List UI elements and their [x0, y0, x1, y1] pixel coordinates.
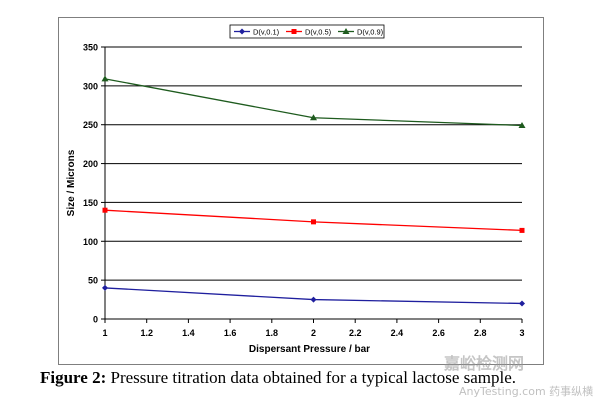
- x-tick-label: 2.8: [474, 328, 487, 338]
- legend-box: [229, 24, 385, 39]
- x-tick-label: 2.4: [391, 328, 404, 338]
- y-tick-label: 150: [83, 198, 98, 208]
- watermark-text: 嘉峪检测网: [444, 354, 525, 373]
- x-tick-label: 1.8: [266, 328, 279, 338]
- legend-marker-D(v,0.9): [342, 28, 350, 34]
- legend-marker-D(v,0.5): [291, 29, 297, 34]
- watermark-overlay: 药事纵横: [549, 385, 594, 398]
- x-tick-label: 2: [311, 328, 316, 338]
- y-tick-label: 200: [83, 159, 98, 169]
- x-tick-label: 2.6: [432, 328, 445, 338]
- y-tick-label: 300: [83, 81, 98, 91]
- legend-marker-D(v,0.1): [239, 28, 245, 35]
- x-tick-label: 1.2: [140, 328, 153, 338]
- data-point-D(v,0.1)-0: [102, 284, 108, 291]
- legend-label: D(v,0.1): [253, 28, 280, 37]
- figure-caption: Figure 2: Pressure titration data obtain…: [40, 368, 516, 388]
- x-tick-label: 3: [519, 328, 524, 338]
- chart-frame: [58, 17, 544, 365]
- data-point-D(v,0.9)-2: [518, 121, 526, 128]
- legend-label: D(v,0.9): [357, 28, 384, 37]
- x-tick-label: 2.2: [349, 328, 362, 338]
- data-point-D(v,0.5)-2: [519, 227, 525, 233]
- y-tick-label: 0: [93, 315, 98, 325]
- caption-text: Pressure titration data obtained for a t…: [106, 368, 517, 387]
- x-tick-label: 1.4: [182, 328, 195, 338]
- x-axis-label: Dispersant Pressure / bar: [249, 344, 370, 355]
- data-point-D(v,0.5)-1: [311, 219, 316, 225]
- y-tick-label: 50: [88, 276, 98, 286]
- x-tick-label: 1.6: [224, 328, 237, 338]
- data-point-D(v,0.1)-2: [519, 300, 525, 307]
- y-tick-label: 250: [83, 120, 98, 130]
- watermark-domain: AnyTesting.com: [459, 385, 546, 398]
- data-point-D(v,0.9)-0: [101, 75, 109, 82]
- y-axis-label: Size / Microns: [66, 149, 77, 216]
- legend-label: D(v,0.5): [305, 28, 332, 37]
- data-point-D(v,0.5)-0: [102, 207, 108, 213]
- data-point-D(v,0.1)-1: [310, 296, 317, 303]
- y-tick-label: 350: [83, 43, 98, 53]
- data-point-D(v,0.9)-1: [310, 114, 317, 121]
- caption-label: Figure 2:: [40, 368, 107, 387]
- x-tick-label: 1: [102, 328, 107, 338]
- watermark-sub-text: AnyTesting.com 药事纵横: [459, 383, 593, 399]
- y-tick-label: 100: [83, 237, 98, 247]
